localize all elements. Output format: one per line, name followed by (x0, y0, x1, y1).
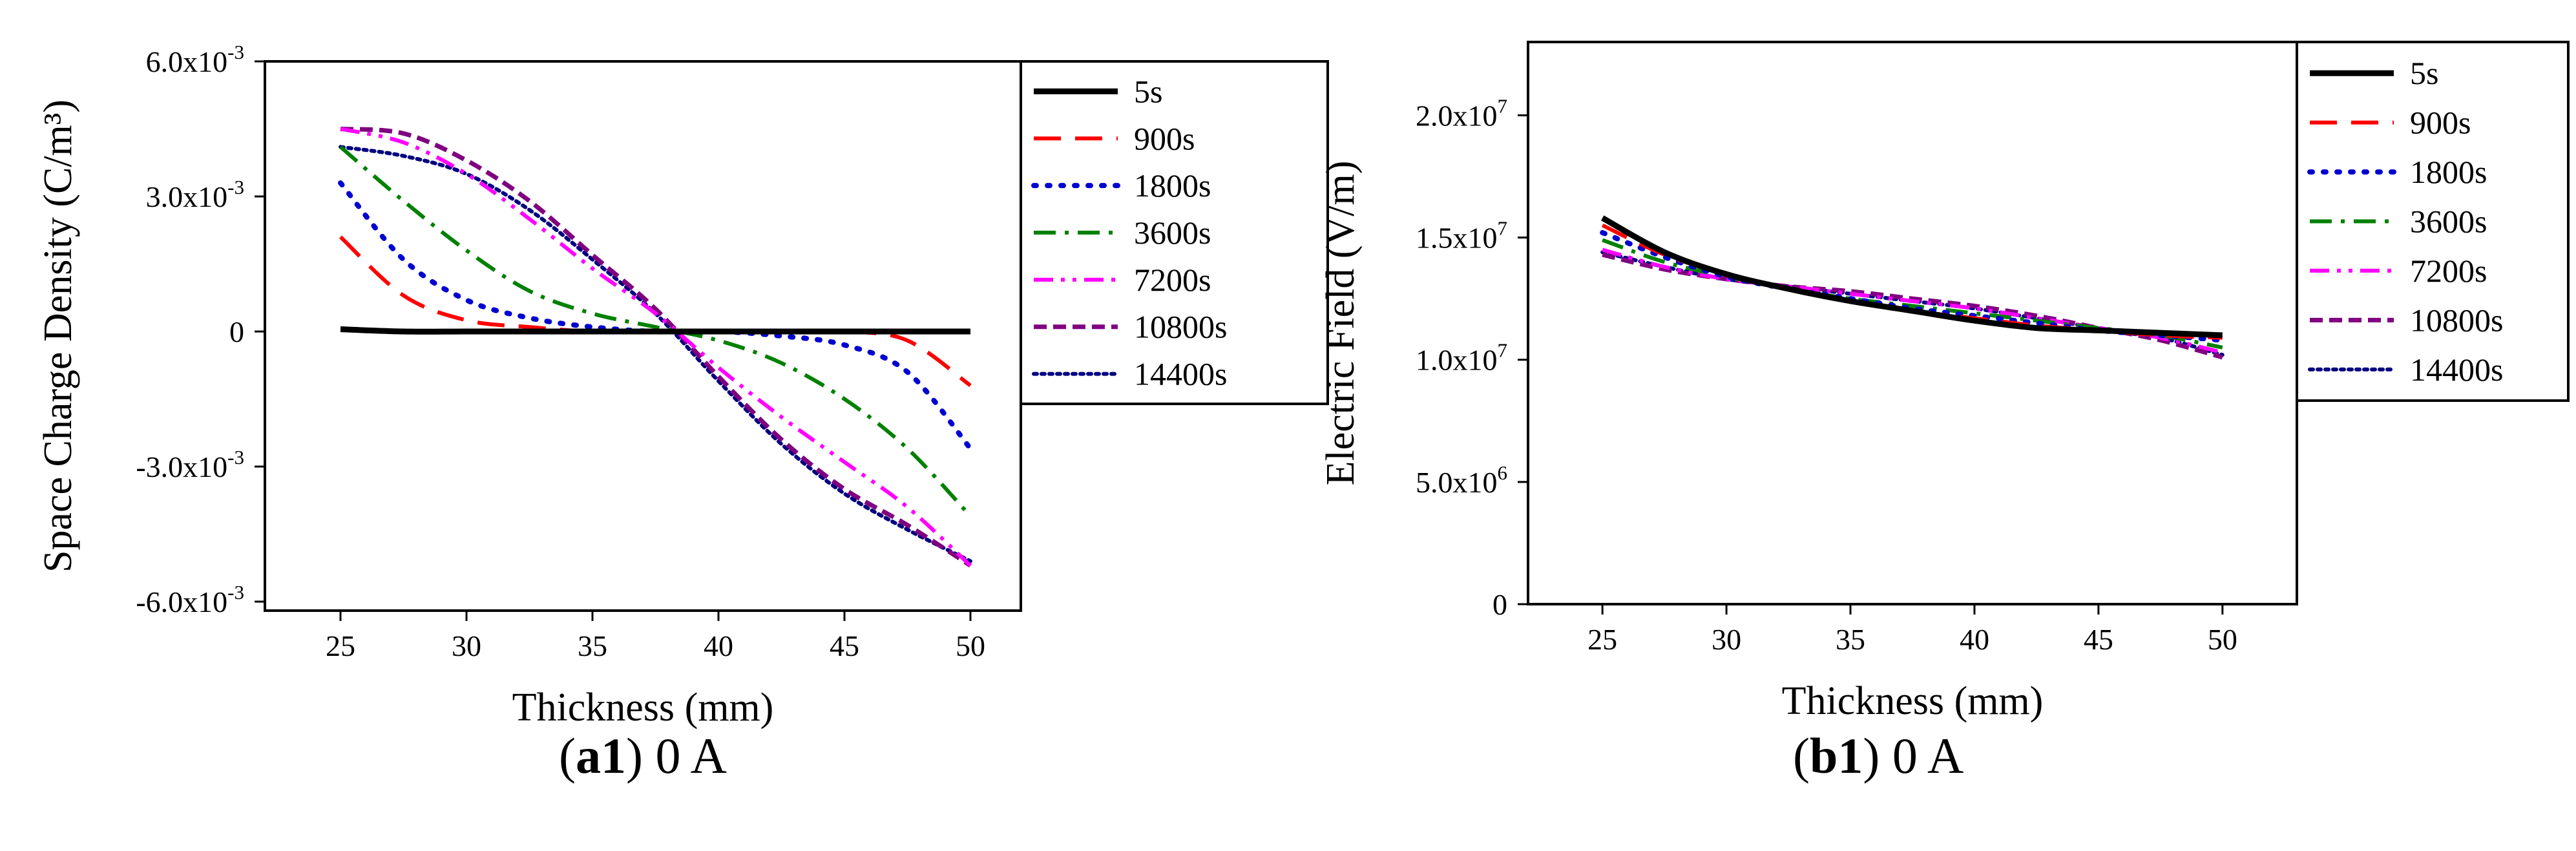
legend-label-a1-10800s: 10800s (1134, 309, 1227, 345)
x-tick-label-b1: 35 (1836, 623, 1865, 656)
caption-b1: (b1) 0 A (1793, 728, 1964, 784)
legend-label-a1-14400s: 14400s (1134, 356, 1227, 392)
legend-b1: 5s 900s 1800s 3600s 7200s 10800s 14400s (2296, 41, 2570, 402)
x-axis-label-b1: Thickness (mm) (1782, 679, 2044, 723)
legend-label-b1-14400s: 14400s (2410, 352, 2503, 388)
caption-a1: (a1) 0 A (559, 728, 727, 784)
y-tick-label-b1: 1.5x107 (1416, 217, 1507, 255)
chart-b1: 25 30 35 40 45 50 0 5.0x106 1.0x107 1.5x107 2.0x10… (1319, 41, 2570, 723)
caption-a1-suffix: ) 0 A (625, 728, 727, 784)
x-tick-label-a1: 45 (830, 629, 859, 662)
x-tick-label-a1: 30 (452, 629, 481, 662)
legend-label-a1-1800s: 1800s (1134, 167, 1211, 204)
caption-a1-letter: a (575, 728, 601, 784)
caption-a1-num: 1 (600, 728, 626, 784)
x-tick-label-b1: 30 (1712, 623, 1741, 656)
x-tick-label-b1: 45 (2084, 623, 2113, 656)
y-tick-label-a1: -6.0x10-3 (136, 581, 244, 618)
legend-a1: 5s 900s 1800s 3600s 7200s 10800s 14400s (1020, 60, 1329, 405)
x-tick-label-a1: 35 (578, 629, 607, 662)
legend-label-b1-7200s: 7200s (2410, 253, 2487, 289)
y-tick-label-a1: 3.0x10-3 (146, 176, 244, 213)
legend-label-b1-900s: 900s (2410, 105, 2471, 141)
y-tick-label-b1: 1.0x107 (1416, 339, 1507, 377)
legend-label-a1-5s: 5s (1134, 73, 1162, 109)
caption-b1-num: 1 (1838, 728, 1863, 784)
x-tick-label-a1: 40 (704, 629, 733, 662)
y-tick-label-b1: 0 (1492, 588, 1507, 621)
x-axis-label-a1: Thickness (mm) (512, 686, 774, 730)
caption-b1-suffix: ) 0 A (1863, 728, 1964, 784)
series-line-a1-7200s (340, 127, 972, 567)
y-tick-label-a1: 0 (229, 315, 244, 348)
legend-box-a1 (1020, 60, 1329, 405)
x-tick-label-b1: 25 (1587, 623, 1617, 656)
x-tick-label-b1: 50 (2208, 623, 2237, 656)
legend-label-b1-3600s: 3600s (2410, 204, 2487, 240)
x-tick-label-a1: 25 (326, 629, 355, 662)
series-line-b1-1800s (1600, 230, 2225, 343)
series-line-a1-14400s (339, 145, 972, 563)
series-line-a1-5s (340, 326, 970, 335)
x-tick-label-b1: 40 (1960, 623, 1989, 656)
series-line-a1-3600s (339, 145, 972, 518)
series-line-b1-900s (1601, 223, 2223, 340)
legend-label-b1-5s: 5s (2410, 55, 2438, 91)
y-tick-label-b1: 5.0x106 (1416, 461, 1507, 499)
y-tick-label-b1: 2.0x107 (1416, 94, 1507, 132)
y-tick-label-a1: 6.0x10-3 (146, 41, 244, 78)
caption-b1-letter: b (1809, 728, 1838, 784)
series-line-b1-5s (1601, 215, 2223, 339)
series-line-a1-10800s (340, 127, 972, 568)
legend-label-a1-7200s: 7200s (1134, 262, 1211, 298)
x-tick-label-a1: 50 (956, 629, 985, 662)
y-tick-label-a1: -3.0x10-3 (136, 446, 244, 483)
y-axis-label-b1: Electric Field (V/m) (1319, 161, 1363, 486)
y-axis-label-a1: Space Charge Density (C/m³) (36, 100, 80, 573)
legend-label-a1-3600s: 3600s (1134, 215, 1211, 251)
legend-label-b1-1800s: 1800s (2410, 154, 2487, 190)
plot-frame-b1 (1527, 41, 2298, 605)
legend-label-b1-10800s: 10800s (2410, 302, 2503, 338)
legend-label-a1-900s: 900s (1134, 120, 1195, 156)
chart-a1: 25 30 35 40 45 50 -6.0x10-3 -3.0x10-3 0 3.0x10-3 6… (36, 41, 1329, 730)
